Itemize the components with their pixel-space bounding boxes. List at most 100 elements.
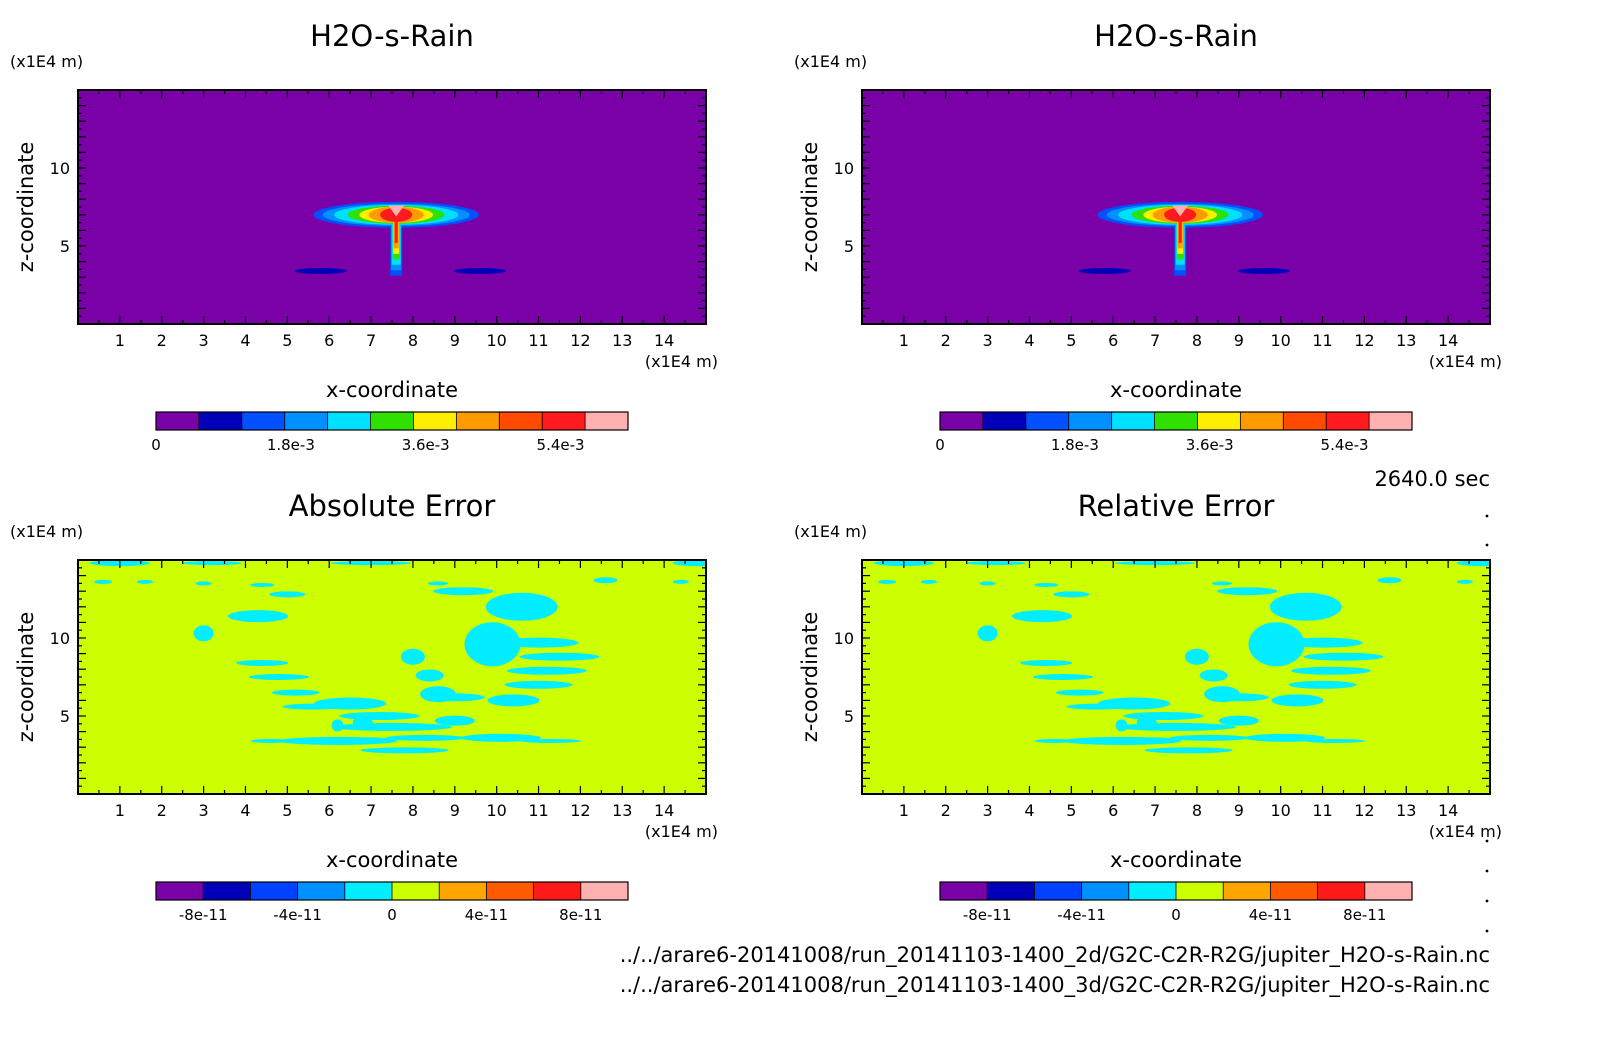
x-tick-label: 13 bbox=[1396, 331, 1416, 350]
error-patch-28 bbox=[1055, 689, 1104, 696]
error-patch-30 bbox=[1098, 697, 1171, 710]
error-patch-40 bbox=[1305, 738, 1366, 743]
x-tick-label: 13 bbox=[1396, 801, 1416, 820]
margin-dot bbox=[1485, 929, 1489, 933]
y-tick-label: 5 bbox=[844, 707, 854, 726]
error-patch-14 bbox=[1012, 610, 1073, 623]
rain-band-right bbox=[453, 267, 506, 274]
x-tick-label: 3 bbox=[983, 801, 993, 820]
colorbar-swatch bbox=[250, 882, 299, 900]
error-patch-38 bbox=[1169, 734, 1250, 741]
x-tick-label: 14 bbox=[654, 801, 674, 820]
x-tick-label: 12 bbox=[1354, 331, 1374, 350]
error-patch-18 bbox=[1303, 652, 1384, 661]
x-tick-label: 10 bbox=[486, 331, 506, 350]
colorbar-swatch bbox=[1176, 882, 1224, 900]
x-tick-label: 5 bbox=[282, 801, 292, 820]
colorbar-tick-label: 0 bbox=[935, 436, 945, 454]
x-tick-label: 7 bbox=[1150, 801, 1160, 820]
colorbar-swatch bbox=[297, 882, 346, 900]
error-patch-39 bbox=[1244, 733, 1325, 742]
x-tick-label: 11 bbox=[1312, 801, 1332, 820]
error-patch-39 bbox=[460, 733, 541, 742]
error-patch-20 bbox=[1288, 680, 1357, 689]
colorbar-swatch bbox=[439, 882, 487, 900]
error-patch-33 bbox=[434, 715, 475, 726]
x-tick-label: 4 bbox=[1024, 801, 1034, 820]
colorbar-swatch bbox=[1369, 412, 1413, 430]
x-tick-label: 2 bbox=[941, 801, 951, 820]
error-patch-5 bbox=[136, 579, 153, 584]
error-patch-22 bbox=[400, 648, 425, 665]
colorbar-swatch bbox=[486, 882, 535, 900]
x-tick-label: 4 bbox=[1024, 331, 1034, 350]
x-tick-label: 13 bbox=[612, 331, 632, 350]
error-patch-9 bbox=[672, 579, 689, 584]
error-patch-6 bbox=[250, 582, 275, 587]
colorbar-tick-label: 4e-11 bbox=[1249, 906, 1292, 924]
error-patch-26 bbox=[1020, 659, 1073, 666]
error-patch-31 bbox=[1123, 712, 1204, 720]
colorbar-swatch bbox=[533, 882, 582, 900]
y-unit-label: (x1E4 m) bbox=[10, 522, 83, 541]
y-tick-label: 5 bbox=[60, 237, 70, 256]
error-patch-15 bbox=[977, 625, 998, 642]
plume-core bbox=[1172, 205, 1189, 217]
colorbar-swatch bbox=[580, 882, 629, 900]
y-unit-label: (x1E4 m) bbox=[794, 522, 867, 541]
x-tick-label: 9 bbox=[1234, 801, 1244, 820]
error-patch-19 bbox=[1290, 666, 1371, 675]
error-patch-10 bbox=[195, 581, 212, 586]
y-tick-label: 5 bbox=[60, 707, 70, 726]
colorbar-swatch bbox=[1197, 412, 1241, 430]
x-tick-label: 10 bbox=[486, 801, 506, 820]
colorbar-swatch bbox=[542, 412, 586, 430]
error-patch-12 bbox=[1217, 587, 1278, 596]
error-patch-35 bbox=[1115, 719, 1128, 732]
colorbar-swatch bbox=[1034, 882, 1083, 900]
x-tick-label: 2 bbox=[157, 801, 167, 820]
error-patch-27 bbox=[248, 674, 309, 680]
colorbar-swatch bbox=[413, 412, 457, 430]
x-tick-label: 7 bbox=[366, 331, 376, 350]
x-tick-label: 5 bbox=[282, 331, 292, 350]
plot-area bbox=[862, 560, 1490, 794]
error-patch-33 bbox=[1218, 715, 1259, 726]
colorbar-swatch bbox=[1240, 412, 1284, 430]
colorbar-swatch bbox=[1111, 412, 1156, 430]
colorbar-swatch bbox=[203, 882, 251, 900]
chart-panel-2: H2O-s-Rain(x1E4 m)1 2 3 4 5 6 7 8 9 10 11 12 13 14510… bbox=[794, 19, 1502, 454]
x-tick-label: 12 bbox=[570, 801, 590, 820]
x-tick-label: 9 bbox=[1234, 331, 1244, 350]
colorbar-swatch bbox=[1283, 412, 1327, 430]
x-tick-label: 14 bbox=[1438, 331, 1458, 350]
colorbar-swatch bbox=[1081, 882, 1130, 900]
y-axis-label: z-coordinate bbox=[798, 142, 822, 273]
colorbar-swatch bbox=[1128, 882, 1177, 900]
error-patch-40 bbox=[521, 738, 582, 743]
y-axis-label: z-coordinate bbox=[798, 612, 822, 743]
y-tick-label: 10 bbox=[50, 159, 70, 178]
colorbar-tick-label: 1.8e-3 bbox=[1051, 436, 1099, 454]
x-tick-label: 8 bbox=[408, 801, 418, 820]
error-patch-7 bbox=[428, 581, 449, 586]
x-tick-label: 3 bbox=[199, 801, 209, 820]
colorbar-tick-label: -4e-11 bbox=[273, 906, 322, 924]
field-background bbox=[862, 560, 1490, 794]
colorbar-swatch bbox=[1326, 412, 1370, 430]
y-tick-label: 10 bbox=[50, 629, 70, 648]
x-tick-label: 11 bbox=[1312, 331, 1332, 350]
margin-dot bbox=[1485, 839, 1489, 843]
x-tick-label: 7 bbox=[1150, 331, 1160, 350]
x-tick-label: 1 bbox=[115, 801, 125, 820]
error-patch-16 bbox=[1248, 622, 1305, 667]
plot-area bbox=[78, 560, 706, 794]
x-tick-label: 2 bbox=[157, 331, 167, 350]
plot-area bbox=[862, 90, 1490, 324]
x-tick-label: 11 bbox=[528, 331, 548, 350]
error-patch-15 bbox=[193, 625, 214, 642]
error-patch-20 bbox=[504, 680, 573, 689]
plume-stem-6 bbox=[1178, 214, 1182, 243]
colorbar-swatch bbox=[1223, 882, 1271, 900]
y-tick-label: 10 bbox=[834, 159, 854, 178]
